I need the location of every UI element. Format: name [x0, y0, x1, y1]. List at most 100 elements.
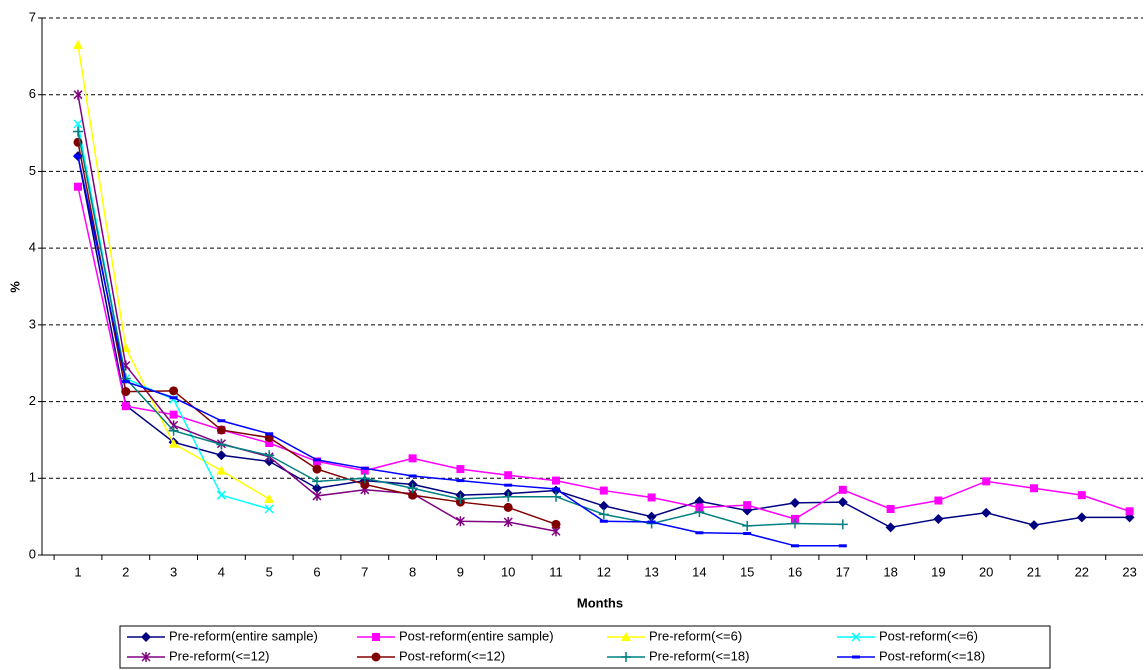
x-tick-label: 23 — [1122, 564, 1136, 579]
marker — [694, 507, 705, 518]
legend-label: Post-reform(<=12) — [399, 648, 505, 663]
marker — [169, 386, 179, 396]
legend-entry: Pre-reform(<=6) — [607, 628, 742, 643]
x-tick-label: 5 — [266, 564, 273, 579]
x-tick-label: 8 — [409, 564, 416, 579]
marker — [312, 490, 322, 501]
marker — [73, 119, 83, 129]
legend-entry: Post-reform(<=18) — [837, 648, 985, 663]
marker — [216, 490, 226, 500]
marker — [265, 438, 274, 447]
marker — [552, 476, 560, 485]
marker — [121, 387, 131, 397]
marker — [74, 182, 82, 191]
marker — [73, 89, 83, 100]
y-tick-label: 1 — [29, 470, 36, 485]
y-tick-label: 5 — [29, 163, 36, 178]
x-axis-title: Months — [577, 595, 623, 610]
marker — [933, 513, 944, 524]
marker — [216, 439, 227, 450]
marker — [837, 519, 848, 530]
legend-label: Post-reform(<=6) — [879, 628, 978, 643]
marker — [646, 518, 657, 529]
marker — [456, 465, 465, 474]
legend-marker — [621, 632, 631, 641]
legend-entry: Pre-reform(<=12) — [127, 648, 269, 663]
marker — [503, 502, 513, 512]
x-tick-label: 14 — [692, 564, 706, 579]
marker — [1077, 491, 1086, 500]
marker — [1029, 520, 1039, 531]
series-line — [77, 186, 1130, 520]
marker — [408, 454, 417, 463]
marker — [837, 497, 848, 508]
x-tick-label: 17 — [836, 564, 850, 579]
legend-label: Post-reform(<=18) — [879, 648, 985, 663]
marker — [1030, 484, 1038, 493]
legend-entry: Post-reform(<=6) — [837, 628, 978, 643]
marker — [598, 500, 609, 511]
y-tick-label: 6 — [29, 86, 36, 101]
x-tick-label: 16 — [788, 564, 802, 579]
legend-marker — [371, 652, 381, 662]
marker — [598, 509, 609, 520]
legend-entry: Pre-reform(entire sample) — [127, 628, 318, 643]
marker — [360, 466, 369, 475]
marker — [838, 485, 847, 494]
marker — [216, 450, 227, 461]
y-tick-label: 3 — [29, 316, 36, 331]
x-tick-label: 10 — [501, 564, 515, 579]
marker — [359, 473, 370, 484]
x-tick-label: 13 — [644, 564, 658, 579]
marker — [264, 493, 275, 503]
marker — [407, 483, 418, 494]
legend-box — [119, 625, 1051, 669]
y-tick-label: 0 — [29, 546, 36, 561]
x-tick-label: 4 — [218, 564, 225, 579]
legend-entry: Post-reform(<=12) — [357, 648, 505, 663]
legend-marker — [141, 652, 151, 662]
series-line — [77, 155, 1130, 529]
legend-marker — [141, 632, 151, 642]
x-tick-label: 19 — [931, 564, 945, 579]
y-tick-label: 7 — [29, 9, 36, 24]
marker — [73, 126, 83, 137]
marker — [216, 425, 226, 435]
marker — [551, 491, 561, 502]
marker — [934, 496, 943, 505]
legend-marker — [372, 633, 380, 641]
marker — [169, 410, 178, 419]
x-tick-label: 11 — [549, 564, 563, 579]
marker — [216, 465, 227, 475]
x-tick-label: 7 — [361, 564, 368, 579]
marker — [313, 457, 321, 466]
marker — [504, 471, 513, 480]
x-tick-label: 3 — [170, 564, 177, 579]
x-tick-label: 2 — [122, 564, 129, 579]
y-tick-label: 2 — [29, 393, 36, 408]
marker — [551, 519, 561, 529]
marker — [121, 402, 130, 411]
legend-label: Pre-reform(entire sample) — [169, 628, 318, 643]
marker — [982, 477, 991, 486]
marker — [1076, 512, 1087, 523]
marker — [886, 504, 895, 513]
legend-marker — [851, 632, 861, 642]
series-line — [77, 155, 843, 547]
marker — [73, 39, 83, 49]
marker — [312, 476, 322, 487]
marker — [742, 520, 753, 531]
legend-marker — [621, 652, 631, 662]
marker — [743, 501, 752, 510]
legend-entry: Post-reform(entire sample) — [357, 628, 554, 643]
marker — [312, 483, 322, 494]
x-tick-label: 6 — [313, 564, 320, 579]
marker — [790, 497, 800, 508]
marker — [264, 450, 275, 461]
marker — [264, 504, 274, 514]
marker — [312, 464, 322, 474]
marker — [455, 516, 465, 527]
y-tick-label: 4 — [29, 240, 36, 255]
marker — [1125, 507, 1134, 516]
